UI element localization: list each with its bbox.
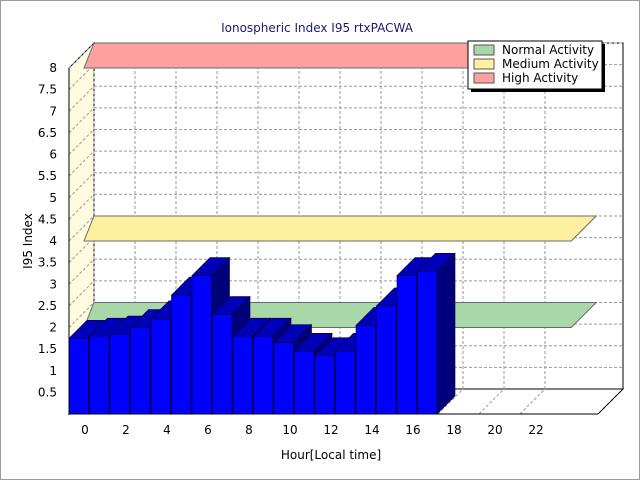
bar-front	[376, 305, 397, 415]
grid-line	[68, 302, 95, 328]
chart-title: Ionospheric Index I95 rtxPACWA	[221, 21, 414, 35]
y-tick-label: 6	[49, 148, 57, 162]
x-tick-label: 16	[405, 423, 420, 437]
grid-line	[68, 237, 95, 263]
grid-line	[68, 280, 95, 307]
grid-line	[68, 107, 95, 134]
grid-line	[68, 150, 95, 177]
bar	[416, 252, 456, 415]
y-tick-label: 7.5	[38, 83, 57, 97]
y-tick-label: 5.5	[38, 169, 57, 183]
y-axis-label: I95 Index	[21, 213, 35, 269]
y-tick-label: 4.5	[38, 212, 57, 226]
bar-front	[191, 275, 212, 415]
bar-front	[68, 338, 89, 415]
y-tick-label: 1.5	[38, 342, 57, 356]
legend-swatch	[473, 72, 495, 84]
grid-line	[519, 388, 546, 415]
grid-line	[437, 388, 464, 415]
y-tick-label: 8	[49, 61, 57, 75]
grid-line	[68, 215, 95, 242]
activity-band	[83, 215, 598, 242]
bar-front	[89, 335, 110, 415]
x-tick-label: 4	[163, 423, 171, 437]
y-tick-label: 6.5	[38, 126, 57, 140]
y-tick-label: 2	[49, 321, 57, 335]
grid-line	[68, 42, 95, 69]
legend-swatch	[473, 44, 495, 56]
bar-front	[335, 350, 356, 415]
x-tick-label: 12	[323, 423, 338, 437]
y-tick-label: 4	[49, 234, 57, 248]
grid-line	[68, 258, 95, 285]
grid-line	[68, 194, 95, 220]
y-tick-label: 0.5	[38, 385, 57, 399]
bar-front	[171, 294, 192, 415]
legend-label: Normal Activity	[502, 43, 594, 57]
grid-line	[68, 172, 95, 199]
x-tick-label: 0	[81, 423, 89, 437]
bar-front	[355, 325, 376, 415]
y-tick-label: 2.5	[38, 299, 57, 313]
bar-front	[273, 342, 294, 415]
legend-swatch	[473, 58, 495, 70]
bar-front	[253, 335, 274, 415]
bar-side	[436, 252, 456, 415]
bar-front	[417, 270, 438, 415]
x-tick-label: 20	[487, 423, 502, 437]
y-tick-label: 7	[49, 104, 57, 118]
bar-front	[396, 275, 417, 415]
x-axis-label: Hour[Local time]	[281, 448, 381, 462]
bar-front	[150, 318, 171, 415]
bars	[68, 252, 456, 415]
x-tick-label: 22	[528, 423, 543, 437]
legend-label: High Activity	[502, 71, 578, 85]
bar-front	[294, 350, 315, 415]
x-tick-label: 18	[446, 423, 461, 437]
x-tick-label: 8	[245, 423, 253, 437]
x-tick-label: 2	[122, 423, 130, 437]
x-tick-label: 14	[364, 423, 379, 437]
x-tick-label: 10	[282, 423, 297, 437]
x-tick-label: 6	[204, 423, 212, 437]
grid-line	[68, 129, 95, 155]
grid-line	[478, 388, 505, 415]
bar-front	[314, 355, 335, 415]
bar-front	[130, 327, 151, 415]
tick-labels: 0.5 1 1.5 2 2.5 3 3.5 4 4.5 5 5.5 6 6.5 7 7.5 8 0 2 4 6 8 10 1…	[38, 61, 544, 437]
y-tick-label: 3	[49, 277, 57, 291]
bar-front	[109, 333, 130, 415]
grid-line	[68, 64, 95, 90]
y-tick-label: 1	[49, 364, 57, 378]
grid-line	[68, 85, 95, 112]
legend-label: Medium Activity	[502, 57, 599, 71]
bar-front	[232, 335, 253, 415]
axes	[68, 68, 598, 415]
y-tick-label: 3.5	[38, 256, 57, 270]
y-tick-label: 5	[49, 191, 57, 205]
bar-front	[212, 314, 233, 415]
